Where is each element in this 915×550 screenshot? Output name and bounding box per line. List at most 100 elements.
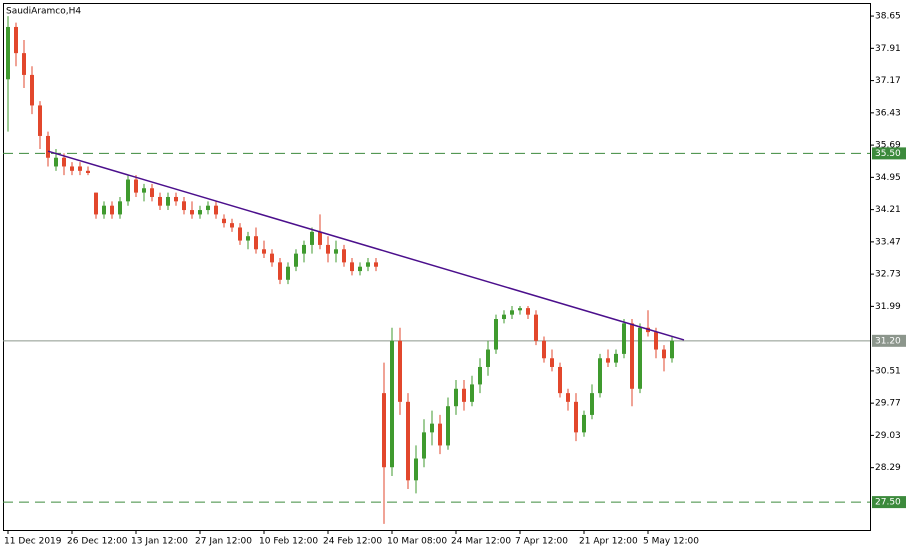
candle-body — [246, 236, 250, 241]
candle-body — [358, 266, 362, 272]
level-label-box — [872, 147, 906, 160]
candle-body — [118, 201, 122, 215]
y-tick-label: 38.65 — [875, 12, 901, 22]
candle-body — [462, 388, 466, 402]
candle-body — [550, 358, 554, 367]
candle-body — [598, 358, 602, 394]
candle-body — [614, 353, 618, 363]
candle-body — [278, 262, 282, 280]
candle-body — [406, 401, 410, 481]
candle-body — [638, 327, 642, 389]
level-label-box — [872, 496, 906, 509]
candle-body — [326, 244, 330, 254]
candle-body — [158, 196, 162, 206]
candle-body — [526, 308, 530, 315]
candle-body — [366, 262, 370, 267]
candle-body — [14, 26, 18, 54]
candle-body — [670, 340, 674, 359]
candle-body — [254, 236, 258, 250]
y-tick-label: 30.51 — [875, 366, 901, 376]
x-tick-label: 27 Jan 12:00 — [195, 537, 252, 547]
candle-body — [534, 314, 538, 341]
level-label: 31.20 — [875, 336, 901, 346]
candle-body — [238, 227, 242, 241]
level-label-box — [872, 334, 906, 347]
candle-body — [110, 205, 114, 215]
x-tick-label: 10 Feb 12:00 — [259, 537, 318, 547]
candle-body — [398, 340, 402, 402]
candle-body — [622, 323, 626, 354]
x-tick-label: 24 Feb 12:00 — [323, 537, 382, 547]
candle-body — [654, 332, 658, 350]
chart-title: SaudiAramco,H4 — [6, 7, 81, 17]
candle-body — [558, 366, 562, 394]
candle-body — [486, 349, 490, 367]
candle-body — [166, 196, 170, 206]
x-tick-label: 21 Apr 12:00 — [579, 537, 638, 547]
candle-body — [414, 458, 418, 481]
y-tick-label: 28.29 — [875, 463, 901, 473]
candle-body — [302, 244, 306, 254]
candle-body — [510, 310, 514, 315]
candle-body — [174, 196, 178, 202]
candle-body — [190, 210, 194, 215]
y-tick-label: 29.77 — [875, 399, 901, 409]
x-tick-label: 11 Dec 2019 — [4, 537, 62, 547]
candle-body — [446, 406, 450, 446]
candle-body — [590, 393, 594, 415]
candle-body — [422, 432, 426, 459]
candle-body — [606, 358, 610, 363]
x-tick-label: 7 Apr 12:00 — [515, 537, 568, 547]
candle-body — [630, 323, 634, 389]
x-tick-label: 5 May 12:00 — [643, 537, 699, 547]
candle-body — [70, 166, 74, 171]
candle-body — [46, 135, 50, 158]
y-tick-label: 36.43 — [875, 108, 901, 118]
candle-body — [318, 231, 322, 245]
candle-body — [214, 205, 218, 215]
candle-body — [454, 388, 458, 407]
candle-body — [142, 188, 146, 193]
candle-body — [518, 308, 522, 311]
candle-body — [198, 210, 202, 215]
y-tick-label: 33.47 — [875, 237, 901, 247]
candle-body — [30, 74, 34, 106]
candle-body — [662, 349, 666, 359]
candle-body — [182, 201, 186, 211]
candle-body — [582, 414, 586, 433]
candle-body — [62, 157, 66, 167]
candle-body — [342, 249, 346, 263]
candle-body — [350, 262, 354, 272]
y-tick-label: 31.99 — [875, 302, 901, 312]
candle-body — [438, 423, 442, 446]
candle-body — [310, 231, 314, 245]
candle-body — [22, 53, 26, 75]
candle-body — [374, 262, 378, 267]
candle-body — [94, 192, 98, 215]
candle-body — [6, 26, 10, 80]
candle-body — [262, 249, 266, 254]
level-label: 35.50 — [875, 149, 901, 159]
y-tick-label: 29.03 — [875, 431, 901, 441]
x-tick-label: 10 Mar 08:00 — [387, 537, 447, 547]
candle-body — [382, 393, 386, 468]
candle-body — [494, 319, 498, 350]
candle-body — [38, 105, 42, 136]
candle-body — [566, 393, 570, 402]
candle-body — [126, 179, 130, 202]
y-tick-label: 32.73 — [875, 270, 901, 280]
candle-body — [542, 340, 546, 359]
y-tick-label: 34.95 — [875, 173, 901, 183]
candle-body — [286, 266, 290, 280]
candle-body — [430, 423, 434, 433]
candle-body — [502, 314, 506, 320]
candle-body — [390, 340, 394, 468]
candle-body — [470, 384, 474, 402]
candle-body — [478, 366, 482, 385]
y-tick-label: 37.17 — [875, 76, 901, 86]
candle-body — [102, 205, 106, 215]
candle-body — [574, 401, 578, 433]
candle-body — [86, 170, 90, 173]
x-tick-label: 24 Mar 12:00 — [451, 537, 511, 547]
